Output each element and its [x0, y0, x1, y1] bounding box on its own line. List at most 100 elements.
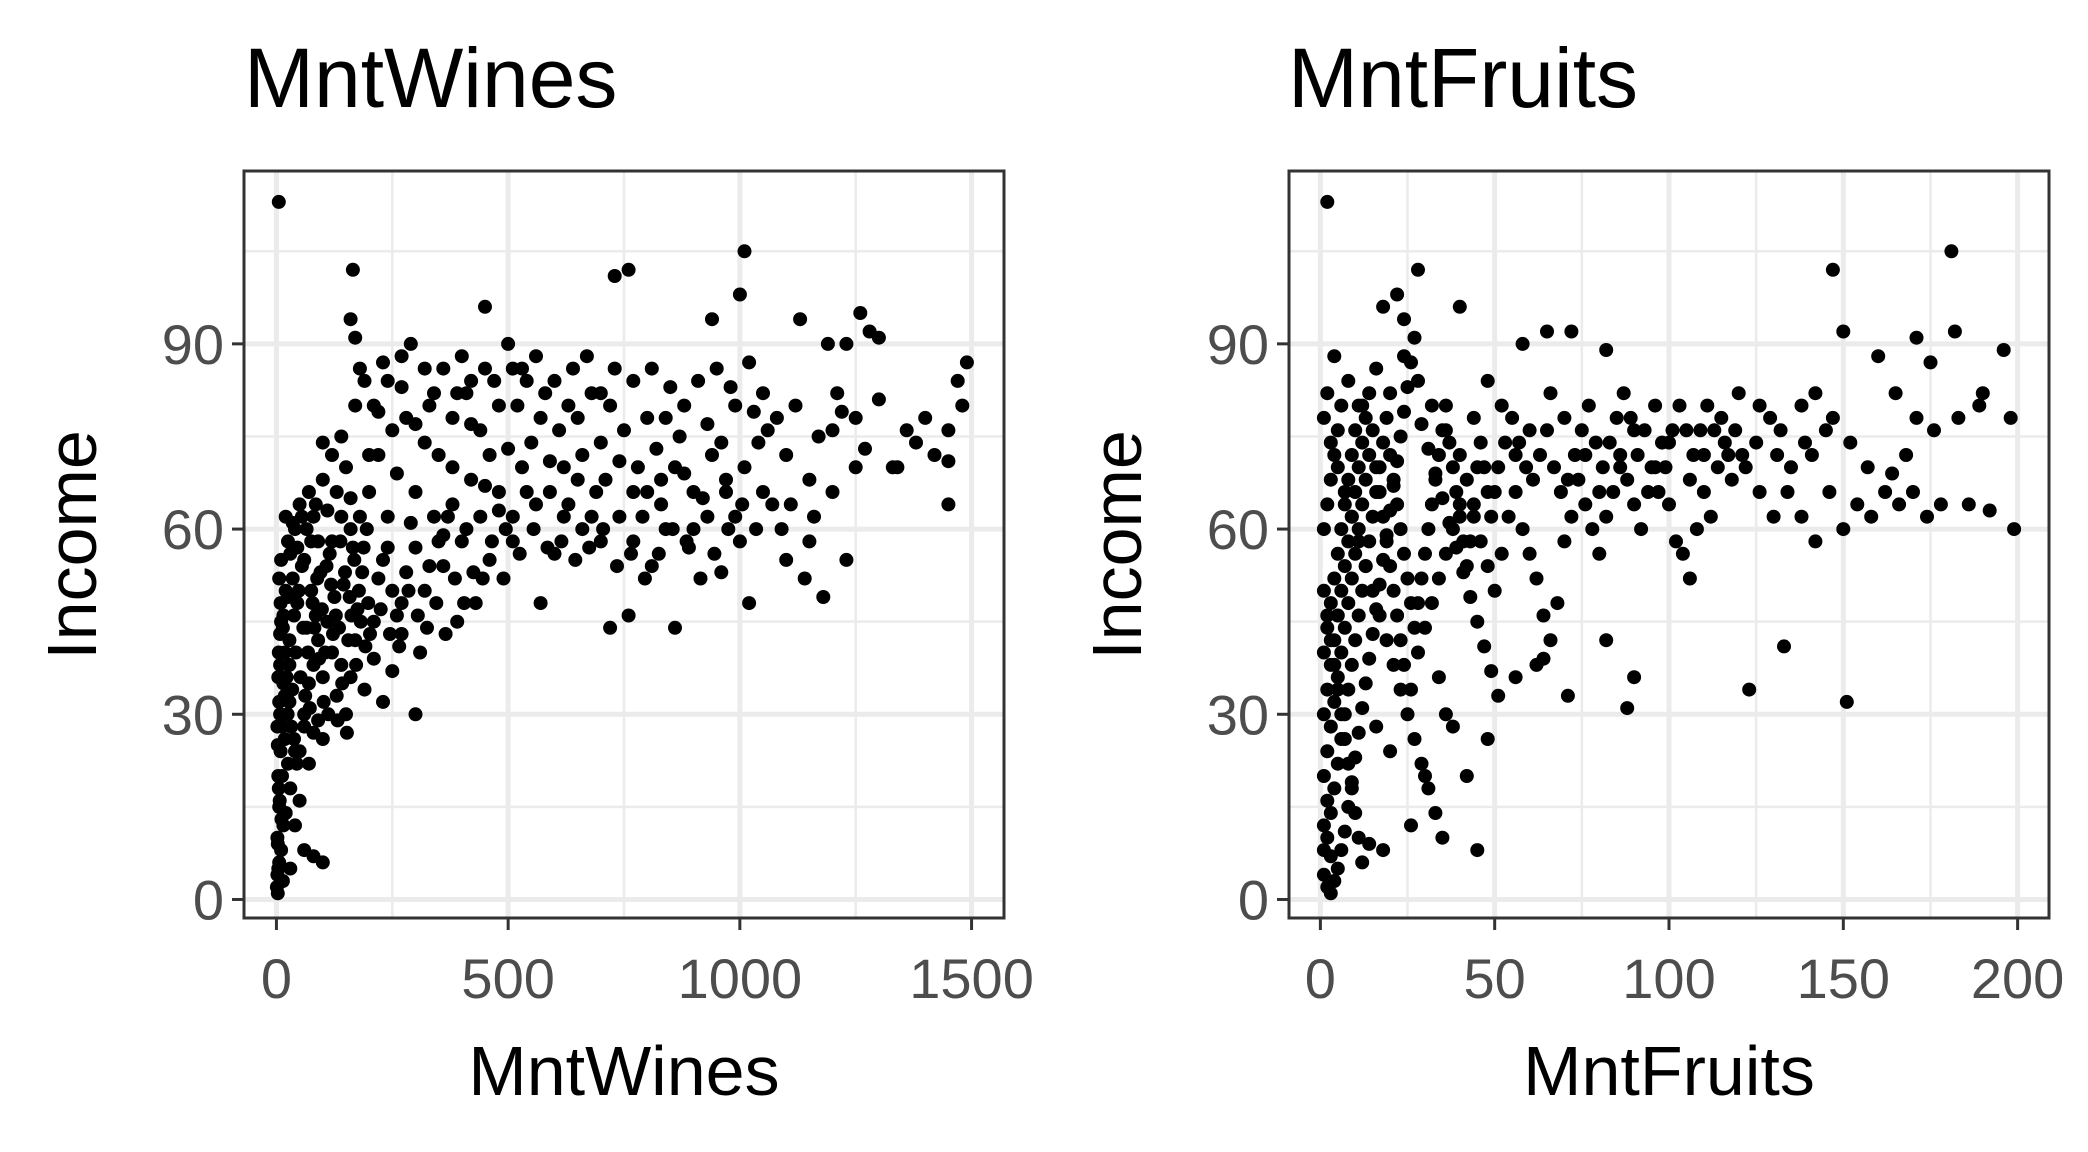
data-point [431, 448, 446, 462]
data-point [345, 540, 360, 555]
data-point [427, 509, 441, 524]
data-point [1655, 435, 1669, 450]
data-point [732, 534, 747, 549]
data-point [1386, 657, 1401, 672]
data-point [329, 485, 344, 499]
x-tick-label: 100 [1622, 947, 1715, 1010]
data-point [491, 503, 506, 518]
data-point [1344, 657, 1359, 672]
data-point [1899, 448, 1914, 462]
data-point [417, 435, 432, 450]
data-point [276, 608, 291, 623]
x-tick-label: 1000 [678, 947, 803, 1010]
data-point [1365, 423, 1380, 438]
data-point [348, 398, 363, 413]
data-point [292, 497, 307, 512]
data-point [737, 244, 752, 259]
data-point [1975, 386, 1990, 401]
data-point [371, 571, 386, 586]
data-point [1620, 701, 1635, 716]
data-point [1362, 534, 1377, 549]
data-point [376, 694, 390, 709]
data-point [403, 515, 418, 530]
data-point [1522, 546, 1537, 561]
data-point [1341, 534, 1356, 549]
data-point [272, 571, 287, 586]
data-point [1316, 645, 1331, 660]
data-point [1696, 485, 1711, 499]
data-point [1763, 410, 1778, 425]
data-point [312, 651, 327, 666]
data-point [1407, 620, 1422, 635]
data-point [1679, 423, 1694, 438]
data-point [1393, 429, 1408, 444]
data-point [542, 485, 557, 499]
data-point [478, 299, 492, 314]
data-point [1452, 497, 1467, 512]
data-point [1547, 460, 1561, 475]
data-point [271, 769, 286, 783]
data-point [1494, 546, 1509, 561]
data-point [315, 472, 330, 487]
data-point [275, 874, 290, 888]
data-point [598, 472, 613, 487]
data-point [352, 509, 367, 524]
data-point [1637, 423, 1652, 438]
data-point [491, 485, 506, 499]
data-point [272, 855, 287, 870]
data-point [1334, 583, 1349, 598]
data-point [825, 423, 840, 438]
data-point [1536, 608, 1551, 623]
data-point [723, 380, 738, 395]
data-point [1414, 756, 1429, 771]
data-point [336, 577, 351, 592]
data-point [1316, 707, 1331, 722]
data-point [1341, 472, 1356, 487]
data-point [637, 571, 652, 586]
data-point [1320, 682, 1335, 697]
data-point [640, 485, 655, 499]
data-point [1344, 509, 1359, 524]
data-point [380, 540, 395, 555]
data-point [281, 756, 295, 771]
data-point [1533, 448, 1547, 462]
data-point [552, 423, 567, 438]
data-point [1376, 299, 1391, 314]
data-point [1358, 410, 1373, 425]
data-point [1337, 559, 1352, 574]
data-point [848, 410, 863, 425]
data-point [304, 583, 319, 598]
data-point [334, 429, 349, 444]
data-point [285, 571, 300, 586]
data-point [624, 546, 638, 561]
data-point [484, 534, 499, 549]
data-point [431, 534, 446, 549]
data-point [272, 793, 287, 808]
data-point [871, 392, 886, 407]
data-point [454, 349, 469, 364]
data-point [1334, 398, 1349, 413]
data-point [593, 534, 608, 549]
data-point [1519, 460, 1534, 475]
data-point [542, 454, 557, 469]
data-point [1369, 361, 1384, 376]
data-point [1414, 417, 1429, 432]
data-point [853, 306, 868, 320]
data-point [1920, 509, 1934, 524]
data-point [1501, 509, 1516, 524]
data-point [366, 614, 381, 629]
data-point [464, 472, 479, 487]
data-point [779, 552, 794, 567]
data-point [1393, 522, 1408, 537]
data-point [1323, 657, 1338, 672]
data-point [1344, 775, 1359, 790]
data-point [371, 448, 386, 462]
data-point [359, 522, 374, 537]
data-point [1714, 410, 1729, 425]
data-point [417, 361, 432, 376]
data-point [1330, 546, 1345, 561]
data-point [524, 435, 539, 450]
data-point [709, 361, 724, 376]
data-point [1634, 522, 1649, 537]
data-point [1424, 497, 1439, 512]
